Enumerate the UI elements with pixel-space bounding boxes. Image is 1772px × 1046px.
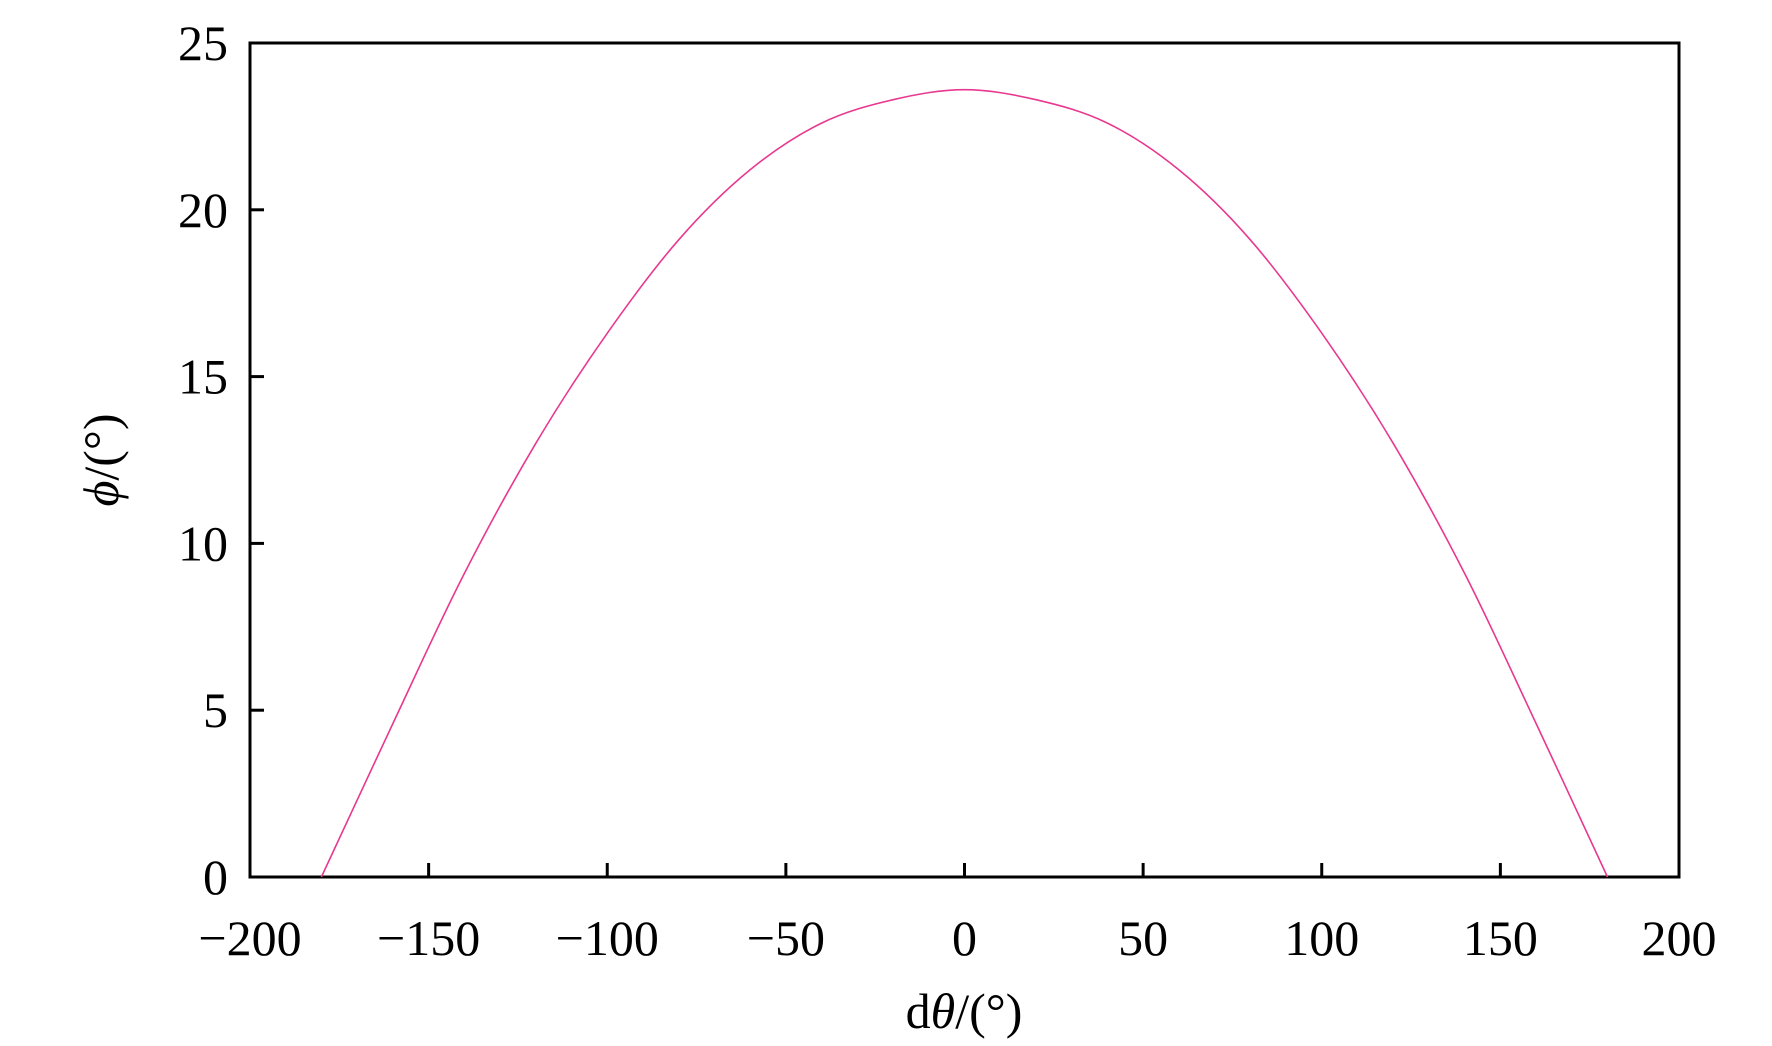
- plot-frame: [248, 41, 1681, 879]
- x-tick-label: 150: [1463, 910, 1538, 966]
- y-tick-label: 10: [178, 515, 228, 571]
- x-axis-title: dθ/(°): [906, 983, 1023, 1039]
- y-axis-ticks: [250, 41, 264, 879]
- x-tick-label: 100: [1284, 910, 1359, 966]
- x-tick-label: 0: [952, 910, 977, 966]
- y-tick-label: 0: [203, 849, 228, 905]
- x-tick-label: −150: [377, 910, 480, 966]
- x-axis-tick-labels: −200 −150 −100 −50 0 50 100 150 200: [198, 910, 1716, 966]
- y-tick-label: 15: [178, 349, 228, 405]
- y-tick-label: 25: [178, 15, 228, 71]
- x-tick-label: 50: [1118, 910, 1168, 966]
- y-axis-title: ϕ/(°): [73, 413, 129, 506]
- x-axis-ticks: [248, 863, 1681, 877]
- x-tick-label: −100: [556, 910, 659, 966]
- x-tick-label: −50: [747, 910, 825, 966]
- series-line: [320, 88, 1609, 878]
- y-tick-label: 20: [178, 182, 228, 238]
- x-tick-label: −200: [198, 910, 301, 966]
- y-tick-label: 5: [203, 682, 228, 738]
- y-axis-tick-labels: 0 5 10 15 20 25: [178, 15, 228, 905]
- x-tick-label: 200: [1642, 910, 1717, 966]
